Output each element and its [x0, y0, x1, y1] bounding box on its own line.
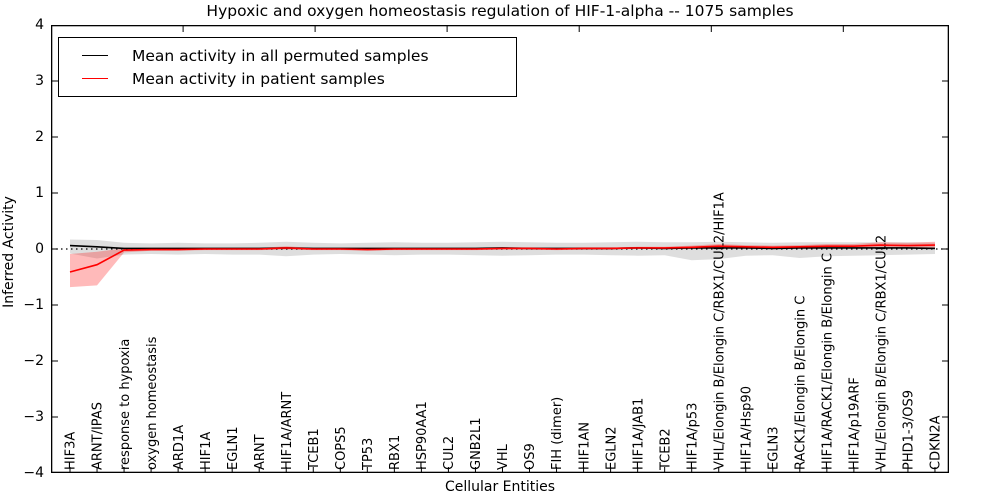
- x-tick-label: response to hypoxia: [118, 339, 133, 470]
- legend-entry-permuted: Mean activity in all permuted samples: [67, 47, 508, 65]
- x-tick-label: PHD1-3/OS9: [902, 390, 917, 470]
- y-tick-label: −2: [23, 353, 44, 369]
- y-tick-label: 3: [35, 73, 44, 89]
- plot-svg: HIF3A ARNT/IPAS response to hypoxia oxygen …: [50, 24, 950, 474]
- permuted-line-sample: [82, 55, 108, 56]
- y-tick-label: −3: [23, 409, 44, 425]
- y-tick-label: 1: [35, 185, 44, 201]
- x-tick-label: HIF1A/p19ARF: [848, 377, 863, 470]
- x-tick-label: TCEB2: [658, 428, 673, 471]
- x-tick-label: RBX1: [388, 435, 403, 470]
- x-axis-label: Cellular Entities: [444, 479, 556, 495]
- x-tick-label: HIF1A/p53: [685, 403, 700, 470]
- legend-label-permuted: Mean activity in all permuted samples: [132, 46, 429, 65]
- x-tick-label: RACK1/Elongin B/Elongin C: [794, 296, 809, 470]
- patient-mean-line: [69, 244, 936, 273]
- y-tick-label: 4: [35, 17, 44, 33]
- patient-line-sample: [82, 78, 108, 79]
- x-tick-label: COPS5: [334, 426, 349, 470]
- legend-label-patient: Mean activity in patient samples: [132, 69, 385, 88]
- y-tick-label: −4: [23, 465, 44, 481]
- y-tick-label: −1: [23, 297, 44, 313]
- axes-spines: [50, 24, 950, 474]
- permuted-confidence-band: [70, 239, 935, 261]
- y-tick-label: 2: [35, 129, 44, 145]
- x-tick-label: VHL/Elongin B/Elongin C/RBX1/CUL2/HIF1A: [712, 192, 727, 470]
- x-tick-label: CUL2: [442, 436, 457, 470]
- x-tick-label: TP53: [361, 438, 376, 471]
- x-tick-label: FIH (dimer): [550, 397, 565, 470]
- x-tick-label: EGLN1: [226, 426, 241, 470]
- x-tick-label: HIF1AN: [577, 422, 592, 470]
- x-tick-label: HIF1A: [199, 432, 214, 470]
- x-tick-label: OS9: [523, 443, 538, 470]
- chart-title: Hypoxic and oxygen homeostasis regulatio…: [206, 2, 794, 20]
- x-tick-label: oxygen homeostasis: [145, 336, 160, 470]
- x-tick-label: TCEB1: [307, 428, 322, 471]
- x-tick-label: ARNT/IPAS: [91, 402, 106, 470]
- x-tick-label: GNB2L1: [469, 417, 484, 470]
- x-tick-label: HIF1A/Hsp90: [740, 386, 755, 470]
- x-tick-label: VHL/Elongin B/Elongin C/RBX1/CUL2: [875, 235, 890, 470]
- x-tick-label: HIF1A/ARNT: [280, 392, 295, 470]
- x-tick-label: VHL: [496, 443, 511, 470]
- x-tick-label: HIF1A/JAB1: [631, 398, 646, 470]
- x-tick-label: ARD1A: [172, 425, 187, 470]
- x-tick-label: HSP90AA1: [415, 401, 430, 470]
- legend-entry-patient: Mean activity in patient samples: [67, 70, 508, 88]
- legend: Mean activity in all permuted samples Me…: [58, 37, 517, 97]
- plot-area: HIF3A ARNT/IPAS response to hypoxia oxygen …: [50, 24, 950, 474]
- x-tick-label: EGLN3: [767, 426, 782, 470]
- x-tick-label: CDKN2A: [929, 415, 944, 470]
- y-tick-label: 0: [35, 241, 44, 257]
- x-tick-label: EGLN2: [604, 426, 619, 470]
- x-tick-label: HIF3A: [64, 432, 79, 470]
- x-tick-label: ARNT: [253, 434, 268, 470]
- x-tick-label: HIF1A/RACK1/Elongin B/Elongin C: [821, 253, 836, 470]
